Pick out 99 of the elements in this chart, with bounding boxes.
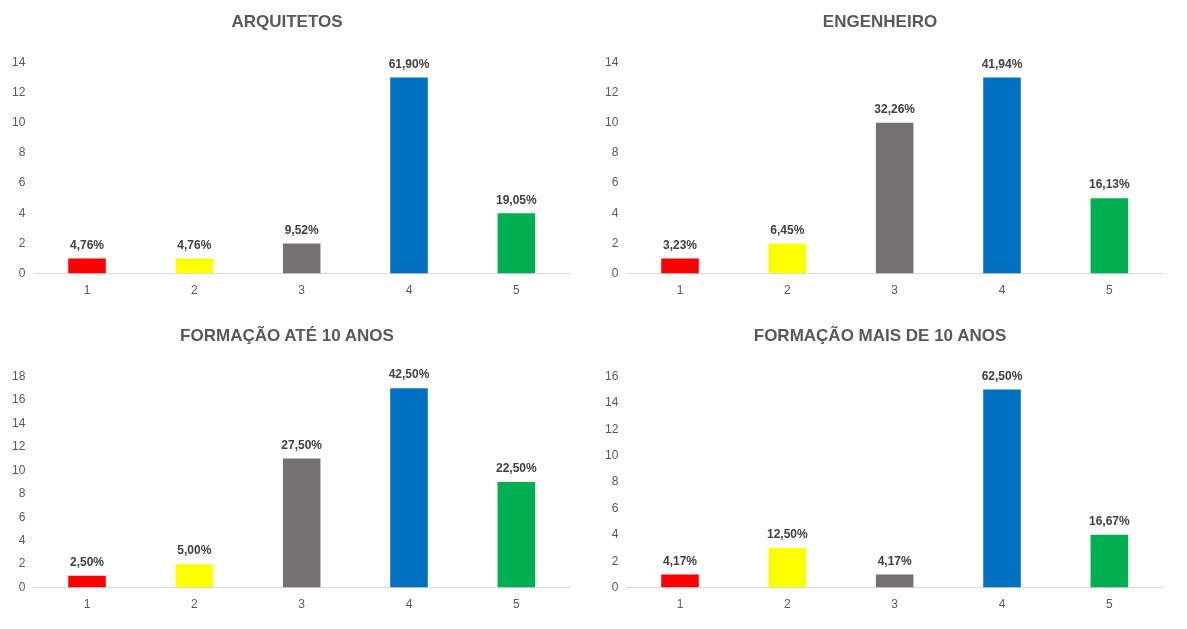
bar (1090, 198, 1129, 274)
annotation: 19,05% (495, 192, 538, 207)
y-tick-label: 2 (611, 235, 619, 250)
bar (497, 482, 536, 588)
y-tick-label: 2 (18, 556, 26, 571)
bar (175, 258, 214, 274)
y-tick-label: 2 (18, 235, 26, 250)
x-tick-label: 5 (512, 597, 520, 612)
annotation: 3,23% (663, 237, 698, 252)
bar (282, 243, 321, 274)
y-tick-label: 10 (11, 115, 26, 130)
annotation: 2,50% (70, 555, 105, 570)
y-tick-label: 4 (611, 527, 619, 542)
chart-title: ENGENHEIRO (822, 11, 938, 31)
x-tick-label: 5 (1105, 597, 1113, 612)
x-tick-label: 3 (891, 597, 899, 612)
bar (390, 77, 428, 274)
y-tick-label: 10 (604, 115, 619, 130)
y-tick-label: 14 (11, 54, 26, 69)
y-tick-label: 14 (11, 415, 26, 430)
y-tick-label: 14 (604, 54, 619, 69)
y-tick-label: 8 (611, 474, 619, 489)
y-tick-label: 2 (611, 553, 619, 568)
x-tick-label: 2 (191, 283, 198, 298)
y-tick-label: 4 (611, 205, 619, 220)
y-tick-label: 8 (18, 486, 26, 501)
chart-title: FORMAÇÃO MAIS DE 10 ANOS (753, 324, 1007, 345)
bar (390, 388, 428, 588)
annotation: 41,94% (981, 56, 1023, 71)
y-tick-label: 4 (18, 205, 26, 220)
y-tick-label: 4 (18, 532, 26, 547)
bar (875, 122, 914, 274)
y-tick-label: 12 (604, 84, 619, 99)
bar (497, 213, 536, 274)
y-tick-label: 12 (11, 84, 26, 99)
x-tick-label: 4 (998, 283, 1006, 298)
y-tick-label: 6 (611, 500, 619, 515)
chart-title: FORMAÇÃO ATÉ 10 ANOS (180, 324, 394, 345)
bar (983, 77, 1021, 274)
x-tick-label: 1 (676, 597, 684, 612)
x-tick-label: 4 (998, 597, 1006, 612)
x-tick-label: 3 (298, 283, 306, 298)
annotation: 61,90% (388, 56, 430, 71)
y-tick-label: 8 (18, 145, 26, 160)
y-tick-label: 0 (18, 579, 26, 594)
x-tick-label: 4 (405, 283, 413, 298)
bar (661, 258, 699, 274)
x-tick-label: 1 (83, 283, 91, 298)
annotation: 6,45% (770, 222, 805, 237)
annotation: 12,50% (766, 527, 809, 542)
x-tick-label: 4 (405, 597, 413, 612)
y-tick-label: 0 (611, 579, 619, 594)
bar (768, 548, 807, 588)
bar (68, 258, 106, 274)
y-tick-label: 8 (611, 145, 619, 160)
annotation: 16,13% (1088, 177, 1131, 192)
x-tick-label: 5 (1105, 283, 1113, 298)
annotation: 4,76% (177, 237, 212, 252)
y-tick-label: 10 (11, 462, 26, 477)
y-tick-label: 14 (604, 395, 619, 410)
x-tick-label: 2 (191, 597, 198, 612)
annotation: 16,67% (1088, 514, 1131, 529)
annotation: 9,52% (284, 222, 320, 237)
annotation: 4,17% (877, 553, 913, 568)
bar (282, 458, 321, 588)
annotation: 27,50% (281, 437, 323, 452)
x-tick-label: 1 (83, 597, 91, 612)
y-tick-label: 6 (18, 509, 26, 524)
annotation: 62,50% (981, 368, 1023, 383)
annotation: 22,50% (495, 461, 538, 476)
y-tick-label: 12 (11, 439, 26, 454)
x-tick-label: 1 (676, 283, 684, 298)
annotation: 4,17% (663, 553, 698, 568)
y-tick-label: 12 (604, 421, 619, 436)
annotation: 42,50% (388, 367, 430, 382)
bar (983, 389, 1021, 588)
y-tick-label: 16 (11, 392, 26, 407)
x-tick-label: 5 (512, 283, 520, 298)
x-tick-label: 2 (784, 283, 791, 298)
bar (1090, 534, 1129, 588)
bar (175, 564, 214, 588)
y-tick-label: 18 (11, 368, 26, 383)
y-tick-label: 6 (611, 175, 619, 190)
y-tick-label: 10 (604, 447, 619, 462)
x-tick-label: 3 (891, 283, 899, 298)
annotation: 5,00% (177, 543, 212, 558)
y-tick-label: 16 (604, 368, 619, 383)
y-tick-label: 6 (18, 175, 26, 190)
y-tick-label: 0 (611, 265, 619, 280)
y-tick-label: 0 (18, 265, 26, 280)
bar (68, 575, 106, 588)
bar (768, 243, 807, 274)
x-tick-label: 2 (784, 597, 791, 612)
x-tick-label: 3 (298, 597, 306, 612)
chart-title: ARQUITETOS (231, 11, 343, 31)
bar (875, 574, 914, 588)
annotation: 32,26% (874, 102, 916, 117)
bar (661, 574, 699, 588)
annotation: 4,76% (70, 237, 105, 252)
